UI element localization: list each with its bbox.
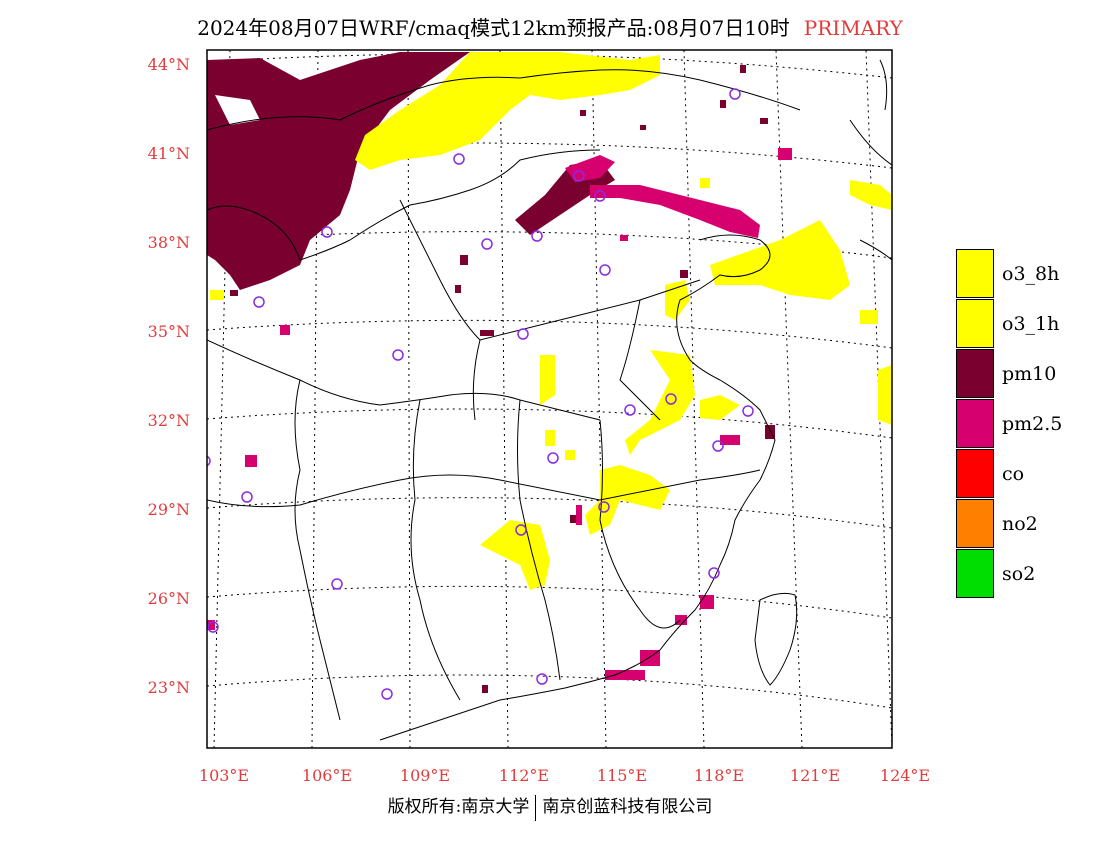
- footer-divider: [535, 794, 537, 821]
- title-main: 2024年08月07日WRF/cmaq模式12km预报产品:08月07日10时: [197, 16, 790, 40]
- legend-item: o3_1h: [956, 299, 1096, 349]
- legend-swatch: [956, 399, 994, 448]
- lon-label: 124°E: [880, 766, 930, 785]
- pm25-region: [207, 148, 792, 680]
- legend-item: no2: [956, 499, 1096, 549]
- footer-right: 南京创蓝科技有限公司: [542, 797, 713, 817]
- legend-label: so2: [1002, 563, 1036, 585]
- legend-item: o3_8h: [956, 249, 1096, 299]
- lon-label: 118°E: [694, 766, 744, 785]
- map-title: 2024年08月07日WRF/cmaq模式12km预报产品:08月07日10时 P…: [0, 12, 1100, 41]
- legend-label: o3_1h: [1002, 313, 1060, 335]
- footer-left: 版权所有:南京大学: [387, 797, 530, 817]
- legend-item: co: [956, 449, 1096, 499]
- legend-item: pm2.5: [956, 399, 1096, 449]
- legend-label: co: [1002, 463, 1025, 485]
- lat-label: 38°N: [148, 233, 190, 252]
- lon-label: 112°E: [499, 766, 549, 785]
- lat-label: 23°N: [148, 678, 190, 697]
- lat-label: 29°N: [148, 500, 190, 519]
- lat-label: 26°N: [148, 589, 190, 608]
- longitude-labels: 103°E 106°E 109°E 112°E 115°E 118°E 121°…: [199, 766, 930, 785]
- legend-label: pm2.5: [1002, 413, 1063, 435]
- legend-swatch: [956, 449, 994, 498]
- lon-label: 106°E: [302, 766, 352, 785]
- graticule-parallels: [207, 53, 892, 709]
- legend: o3_8h o3_1h pm10 pm2.5 co no2 so2: [956, 249, 1096, 599]
- lon-label: 121°E: [790, 766, 840, 785]
- legend-label: o3_8h: [1002, 263, 1060, 285]
- legend-item: pm10: [956, 349, 1096, 399]
- latitude-labels: 44°N 41°N 38°N 35°N 32°N 29°N 26°N 23°N: [148, 55, 190, 697]
- legend-swatch: [956, 549, 994, 598]
- site-markers: [207, 88, 754, 700]
- lat-label: 44°N: [148, 55, 190, 74]
- legend-label: pm10: [1002, 363, 1057, 385]
- legend-swatch: [956, 349, 994, 398]
- lat-label: 35°N: [148, 322, 190, 341]
- lat-label: 32°N: [148, 411, 190, 430]
- lat-label: 41°N: [148, 144, 190, 163]
- copyright-footer: 版权所有:南京大学 南京创蓝科技有限公司: [0, 792, 1100, 821]
- map-frame: [206, 49, 893, 749]
- boundaries: [207, 59, 892, 741]
- legend-swatch: [956, 499, 994, 548]
- legend-label: no2: [1002, 513, 1038, 535]
- lon-label: 109°E: [400, 766, 450, 785]
- legend-swatch: [956, 249, 994, 298]
- legend-item: so2: [956, 549, 1096, 599]
- lon-label: 103°E: [199, 766, 249, 785]
- lon-label: 115°E: [597, 766, 647, 785]
- legend-swatch: [956, 299, 994, 348]
- title-tag: PRIMARY: [803, 16, 903, 40]
